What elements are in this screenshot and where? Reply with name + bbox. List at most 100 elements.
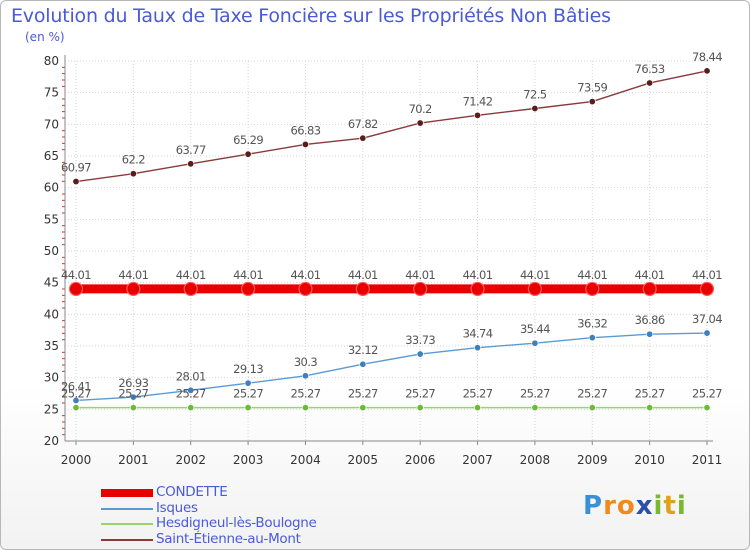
data-point <box>588 334 596 342</box>
data-label: 67.82 <box>348 117 378 131</box>
data-point <box>416 350 424 358</box>
logo-letter: o <box>616 491 636 521</box>
y-tick-label: 70 <box>44 117 59 131</box>
data-point <box>413 281 428 297</box>
data-label: 32.12 <box>348 343 378 357</box>
y-tick-label: 65 <box>44 149 59 163</box>
legend-label: Saint-Étienne-au-Mont <box>156 530 301 547</box>
data-label: 26.93 <box>118 376 148 390</box>
legend-swatch <box>101 523 153 525</box>
x-tick-label: 2002 <box>175 453 206 467</box>
x-tick-label: 2004 <box>290 453 321 467</box>
axes <box>62 55 713 445</box>
data-point <box>244 379 252 387</box>
data-point <box>129 170 137 178</box>
data-label: 25.27 <box>520 387 550 401</box>
data-point <box>474 111 482 119</box>
data-label: 72.5 <box>523 88 546 102</box>
data-label: 25.27 <box>61 387 91 401</box>
data-label: 63.77 <box>176 143 206 157</box>
data-point <box>416 119 424 127</box>
y-tick-label: 30 <box>44 371 59 385</box>
series-line-1 <box>75 332 708 402</box>
legend-label: CONDETTE <box>156 484 228 500</box>
data-label: 35.44 <box>520 322 550 336</box>
data-point <box>72 178 80 186</box>
logo-letter: i <box>676 491 687 521</box>
data-point <box>359 404 367 412</box>
data-label: 25.27 <box>635 387 665 401</box>
x-tick-label: 2005 <box>348 453 379 467</box>
data-label: 25.27 <box>463 387 493 401</box>
data-labels: 44.01 44.01 44.01 44.01 44.01 44.01 44.01 44.01… <box>61 50 723 401</box>
data-label: 66.83 <box>290 123 320 137</box>
data-point <box>588 98 596 106</box>
x-tick-label: 2001 <box>118 453 149 467</box>
y-tick-label: 40 <box>44 307 59 321</box>
y-axis-unit: (en %) <box>25 30 65 44</box>
chart-title: Evolution du Taux de Taxe Foncière sur l… <box>11 5 611 27</box>
data-point <box>187 160 195 168</box>
data-label: 44.01 <box>290 268 320 282</box>
y-tick-label: 55 <box>44 212 59 226</box>
data-label: 44.01 <box>176 268 206 282</box>
data-point <box>531 105 539 113</box>
data-label: 25.27 <box>176 387 206 401</box>
data-label: 28.01 <box>176 369 206 383</box>
data-point <box>699 281 715 297</box>
data-label: 26.41 <box>61 379 91 393</box>
series-points <box>68 67 715 412</box>
legend-label: Hesdigneul-lès-Boulogne <box>156 515 317 531</box>
data-point <box>646 330 654 338</box>
x-tick-label: 2003 <box>233 453 264 467</box>
y-tick-label: 20 <box>44 434 59 448</box>
data-label: 36.32 <box>577 317 607 331</box>
data-point <box>416 404 424 412</box>
data-label: 37.04 <box>692 312 722 326</box>
data-label: 25.27 <box>118 387 148 401</box>
x-tick-label: 2009 <box>577 453 608 467</box>
data-point <box>129 393 137 401</box>
data-label: 60.97 <box>61 161 91 175</box>
y-tick-label: 75 <box>44 86 59 100</box>
x-tick-label: 2006 <box>405 453 436 467</box>
legend-swatch <box>101 489 153 497</box>
data-point <box>68 281 84 297</box>
data-point <box>531 404 539 412</box>
data-point <box>301 404 309 412</box>
data-label: 62.2 <box>122 153 145 167</box>
data-label: 44.01 <box>61 268 91 282</box>
data-label: 30.3 <box>294 355 317 369</box>
data-label: 25.27 <box>692 387 722 401</box>
y-tick-label: 80 <box>44 54 59 68</box>
data-point <box>72 404 80 412</box>
data-point <box>527 281 543 297</box>
data-point <box>359 134 367 142</box>
data-label: 44.01 <box>405 268 435 282</box>
legend-label: Isques <box>156 499 198 516</box>
data-label: 34.74 <box>463 327 493 341</box>
data-label: 44.01 <box>577 268 607 282</box>
data-point <box>126 281 141 297</box>
data-label: 44.01 <box>692 268 722 282</box>
data-label: 25.27 <box>577 387 607 401</box>
data-point <box>703 404 711 412</box>
proxiti-logo: Proxiti <box>583 491 687 521</box>
y-tick-label: 45 <box>44 276 59 290</box>
data-label: 25.27 <box>290 387 320 401</box>
data-point <box>355 281 370 297</box>
data-point <box>301 372 309 380</box>
data-point <box>244 150 252 158</box>
data-point <box>646 404 654 412</box>
x-tick-label: 2011 <box>692 453 723 467</box>
logo-letter: P <box>583 491 604 521</box>
y-tick-label: 60 <box>44 181 59 195</box>
data-point <box>474 344 482 352</box>
grid <box>65 60 713 441</box>
data-point <box>642 281 657 297</box>
data-label: 71.42 <box>463 94 493 108</box>
data-point <box>703 329 711 337</box>
x-tick-label: 2008 <box>520 453 551 467</box>
data-point <box>301 140 309 148</box>
